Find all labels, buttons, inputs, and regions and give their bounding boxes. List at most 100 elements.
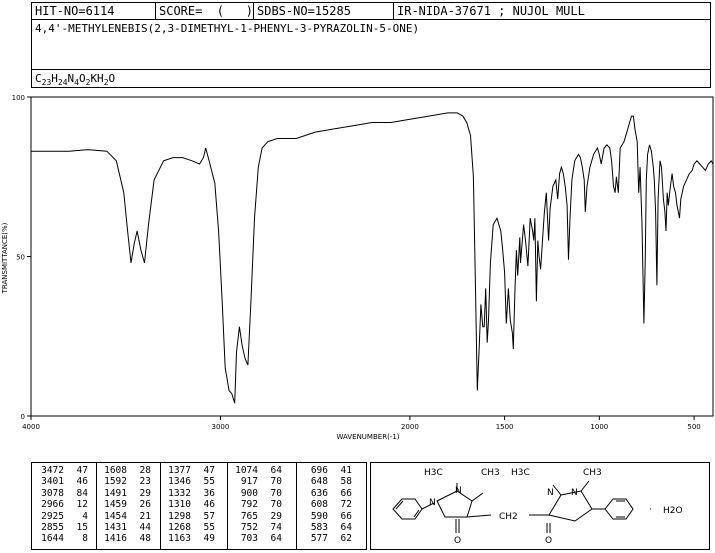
peak-wavenumber: 3078 bbox=[41, 487, 64, 499]
peak-transmittance: 29 bbox=[270, 510, 282, 522]
peak-wavenumber: 1268 bbox=[168, 522, 191, 534]
peak-row: 1346 55 bbox=[163, 476, 215, 487]
peak-row: 2925 4 bbox=[36, 511, 88, 522]
label-h2o: H2O bbox=[663, 506, 683, 516]
y-tick-label: 50 bbox=[16, 254, 25, 262]
peak-transmittance: 41 bbox=[340, 465, 352, 476]
peak-transmittance: 49 bbox=[203, 533, 215, 545]
label-ch2: CH2 bbox=[499, 512, 518, 522]
header-divider bbox=[393, 3, 394, 20]
peak-transmittance: 26 bbox=[139, 499, 151, 511]
peak-wavenumber: 3401 bbox=[41, 476, 64, 488]
peak-transmittance: 64 bbox=[270, 465, 282, 476]
peak-wavenumber: 765 bbox=[240, 510, 258, 522]
peak-wavenumber: 1346 bbox=[168, 476, 191, 488]
structure-box: H3C CH3 H3C CH3 N N N N CH2 O O · H2O bbox=[370, 462, 710, 550]
x-tick-label: 1000 bbox=[590, 423, 608, 431]
peak-column-divider bbox=[227, 463, 228, 549]
peak-wavenumber: 1644 bbox=[41, 533, 64, 545]
peak-transmittance: 70 bbox=[270, 499, 282, 511]
peak-row: 900 70 bbox=[230, 488, 282, 499]
plot-frame bbox=[30, 96, 714, 417]
label-o-right: O bbox=[545, 536, 552, 546]
peak-row: 1431 44 bbox=[99, 522, 151, 533]
peak-row: 1332 36 bbox=[163, 488, 215, 499]
peak-wavenumber: 2855 bbox=[41, 522, 64, 534]
peak-transmittance: 29 bbox=[139, 487, 151, 499]
peak-transmittance: 84 bbox=[76, 487, 88, 499]
peak-row: 1454 21 bbox=[99, 511, 151, 522]
label-n3: N bbox=[547, 488, 554, 498]
label-dot: · bbox=[649, 505, 652, 515]
peak-transmittance: 47 bbox=[76, 465, 88, 476]
peak-transmittance: 15 bbox=[76, 522, 88, 534]
peak-transmittance: 64 bbox=[340, 522, 352, 534]
label-n2: N bbox=[455, 486, 462, 496]
peak-row: 1268 55 bbox=[163, 522, 215, 533]
label-o-left: O bbox=[454, 536, 461, 546]
formula-part: H bbox=[51, 72, 58, 85]
peak-row: 1592 23 bbox=[99, 476, 151, 487]
peak-wavenumber: 577 bbox=[310, 533, 328, 545]
peak-wavenumber: 2966 bbox=[41, 499, 64, 511]
peak-row: 1163 49 bbox=[163, 533, 215, 544]
peak-transmittance: 72 bbox=[340, 499, 352, 511]
peak-row: 2966 12 bbox=[36, 499, 88, 510]
score: SCORE= ( ) bbox=[159, 4, 253, 18]
peak-transmittance: 48 bbox=[139, 533, 151, 545]
label-n1: N bbox=[429, 498, 436, 508]
compound-name: 4,4'-METHYLENEBIS(2,3-DIMETHYL-1-PHENYL-… bbox=[35, 22, 420, 35]
peak-wavenumber: 1459 bbox=[104, 499, 127, 511]
peak-transmittance: 55 bbox=[203, 522, 215, 534]
label-ch3-right: CH3 bbox=[583, 468, 602, 478]
formula-part: 4 bbox=[74, 78, 79, 88]
peak-transmittance: 70 bbox=[270, 487, 282, 499]
peak-transmittance: 4 bbox=[82, 510, 88, 522]
peak-wavenumber: 1310 bbox=[168, 499, 191, 511]
peak-wavenumber: 1298 bbox=[168, 510, 191, 522]
peak-row: 1416 48 bbox=[99, 533, 151, 544]
x-tick-label: 1500 bbox=[496, 423, 514, 431]
y-tick-label: 100 bbox=[12, 94, 25, 102]
x-tick-label: 3000 bbox=[212, 423, 230, 431]
spectrum-line bbox=[31, 112, 714, 404]
peak-transmittance: 8 bbox=[82, 533, 88, 545]
formula-part: 2 bbox=[103, 78, 109, 88]
peak-transmittance: 66 bbox=[340, 487, 352, 499]
peak-wavenumber: 583 bbox=[310, 522, 328, 534]
peak-wavenumber: 696 bbox=[310, 465, 328, 476]
peak-row: 765 29 bbox=[230, 511, 282, 522]
peak-wavenumber: 608 bbox=[310, 499, 328, 511]
peak-wavenumber: 590 bbox=[310, 510, 328, 522]
peak-wavenumber: 752 bbox=[240, 522, 258, 534]
formula-part: KH bbox=[90, 72, 104, 85]
peak-row: 1298 57 bbox=[163, 511, 215, 522]
chemical-structure: H3C CH3 H3C CH3 N N N N CH2 O O · H2O bbox=[392, 468, 683, 546]
peak-wavenumber: 1431 bbox=[104, 522, 127, 534]
peak-row: 1644 8 bbox=[36, 533, 88, 544]
peak-transmittance: 28 bbox=[139, 465, 151, 476]
peak-row: 1459 26 bbox=[99, 499, 151, 510]
peak-row: 1377 47 bbox=[163, 465, 215, 476]
peak-row: 1310 46 bbox=[163, 499, 215, 510]
peak-row: 1608 28 bbox=[99, 465, 151, 476]
pyrazolone-ring-left bbox=[436, 490, 473, 518]
header-divider bbox=[253, 3, 254, 20]
peak-column-divider bbox=[96, 463, 97, 549]
peak-transmittance: 23 bbox=[139, 476, 151, 488]
peak-row: 590 66 bbox=[300, 511, 352, 522]
peak-row: 703 64 bbox=[230, 533, 282, 544]
hit-number: HIT-NO=6114 bbox=[35, 4, 115, 18]
peak-transmittance: 12 bbox=[76, 499, 88, 511]
peak-transmittance: 55 bbox=[203, 476, 215, 488]
peak-row: 917 70 bbox=[230, 476, 282, 487]
peak-row: 2855 15 bbox=[36, 522, 88, 533]
label-n4: N bbox=[571, 488, 578, 498]
peak-transmittance: 70 bbox=[270, 476, 282, 488]
y-axis-label: TRANSMITTANCE(%) bbox=[1, 222, 9, 294]
peak-wavenumber: 1454 bbox=[104, 510, 127, 522]
peak-row: 3472 47 bbox=[36, 465, 88, 476]
peak-wavenumber: 703 bbox=[240, 533, 258, 545]
peak-wavenumber: 2925 bbox=[41, 510, 64, 522]
peak-wavenumber: 1491 bbox=[104, 487, 127, 499]
